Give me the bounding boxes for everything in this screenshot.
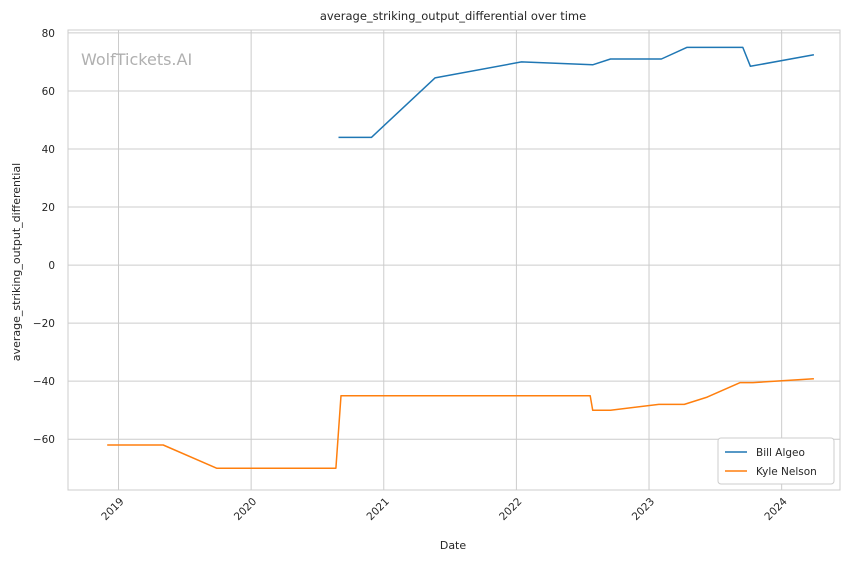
- legend-label-bill-algeo: Bill Algeo: [756, 447, 805, 459]
- y-tick-label: 60: [42, 86, 55, 98]
- series-line-kyle-nelson: [107, 378, 814, 469]
- y-tick-label: 20: [42, 202, 55, 214]
- y-tick-label: 0: [48, 260, 55, 272]
- y-tick-label: −20: [33, 318, 55, 330]
- series-lines: [107, 46, 815, 469]
- chart-title: average_striking_output_differential ove…: [320, 9, 586, 23]
- y-tick-label: −40: [33, 376, 55, 388]
- y-tick-label: −60: [33, 434, 55, 446]
- plot-frame: [67, 29, 841, 491]
- legend-box: [717, 437, 835, 485]
- series-line-bill-algeo: [338, 46, 815, 139]
- y-axis-label: average_striking_output_differential: [10, 163, 23, 361]
- y-tick-labels: −60 −40 −20 0 20 40 60 80: [33, 28, 55, 446]
- legend: Bill Algeo Kyle Nelson: [717, 437, 835, 485]
- x-axis-label: Date: [440, 539, 467, 552]
- grid: [68, 30, 840, 490]
- y-tick-label: 40: [42, 144, 55, 156]
- legend-label-kyle-nelson: Kyle Nelson: [756, 466, 817, 478]
- watermark: WolfTickets.AI: [81, 50, 192, 69]
- y-tick-label: 80: [42, 28, 55, 40]
